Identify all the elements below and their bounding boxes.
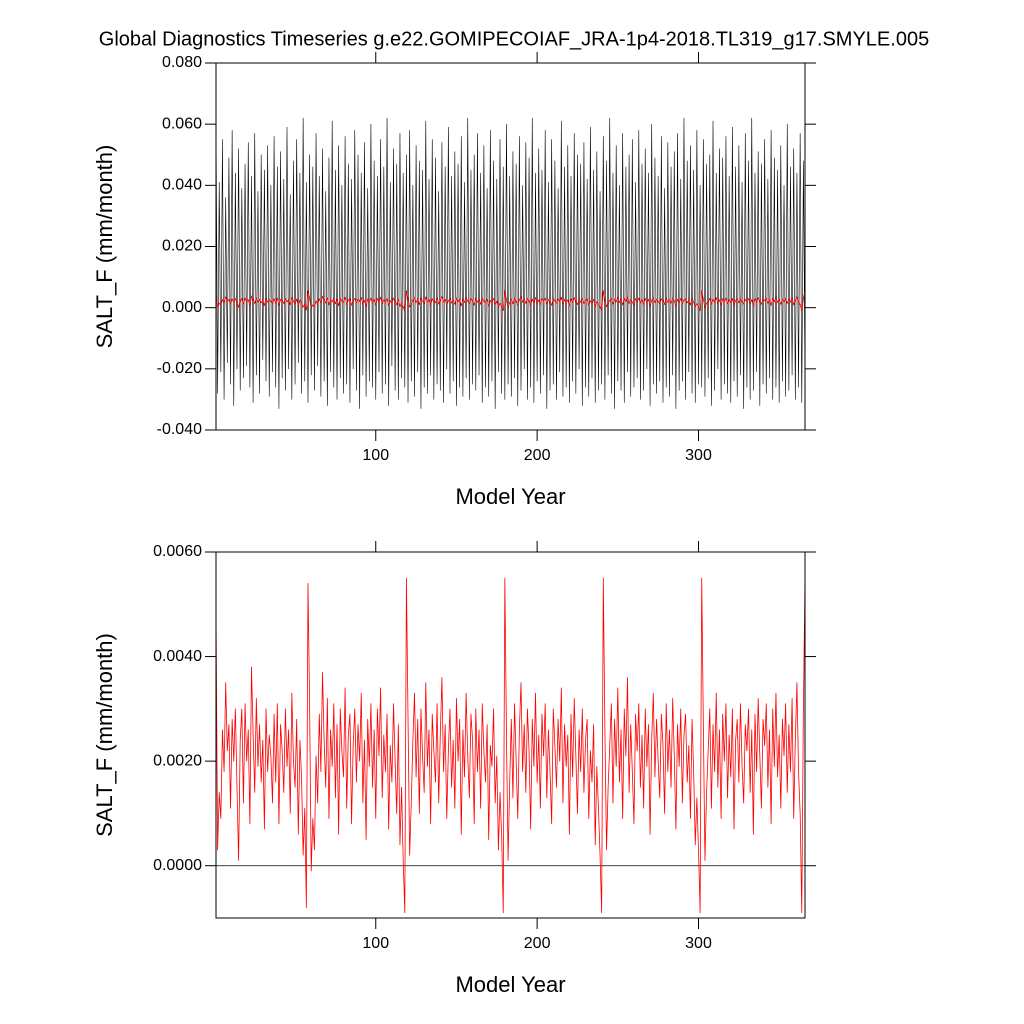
x-axis-title: Model Year <box>455 972 565 997</box>
x-tick-label: 300 <box>685 447 712 464</box>
x-tick-label: 300 <box>685 935 712 952</box>
series-line <box>216 577 805 914</box>
y-tick-label: 0.020 <box>162 238 202 255</box>
y-tick-label: -0.040 <box>157 421 202 438</box>
x-tick-label: 100 <box>362 935 389 952</box>
x-tick-label: 200 <box>524 447 551 464</box>
y-tick-label: 0.060 <box>162 115 202 132</box>
y-tick-label: 0.0020 <box>153 752 202 769</box>
plot: 0.0000 0.0020 0.0040 0.0060 100 200 300 Model Y… <box>92 541 816 997</box>
y-tick-label: 0.040 <box>162 177 202 194</box>
x-tick-label: 100 <box>362 447 389 464</box>
plot: -0.040 -0.020 0.000 0.020 0.040 0.060 0.080 100… <box>92 52 816 509</box>
y-tick-label: 0.080 <box>162 54 202 71</box>
y-tick-label: 0.0040 <box>153 648 202 665</box>
series-line <box>216 290 805 311</box>
y-tick-label: 0.000 <box>162 299 202 316</box>
chart-title: Global Diagnostics Timeseries g.e22.GOMI… <box>99 28 929 50</box>
x-tick-label: 200 <box>524 935 551 952</box>
plot-frame <box>215 551 806 919</box>
y-axis-title: SALT_F (mm/month) <box>92 633 117 837</box>
y-tick-label: -0.020 <box>157 360 202 377</box>
y-tick-label: 0.0000 <box>153 857 202 874</box>
y-tick-label: 0.0060 <box>153 543 202 560</box>
plot-frame <box>215 62 806 431</box>
x-axis-title: Model Year <box>455 484 565 509</box>
y-axis-title: SALT_F (mm/month) <box>92 145 117 349</box>
series-line <box>216 117 805 409</box>
